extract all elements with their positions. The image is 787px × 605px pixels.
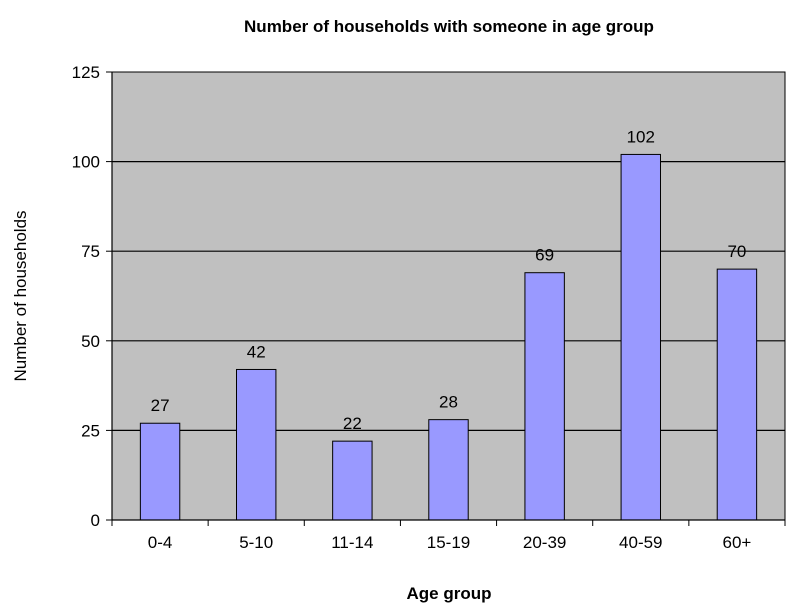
x-tick-label: 60+ [723, 533, 752, 552]
data-labels: 27 42 22 28 69 102 70 [151, 127, 747, 433]
x-axis: 0-4 5-10 11-14 15-19 20-39 40-59 60+ [111, 519, 786, 552]
x-tick-label: 20-39 [523, 533, 566, 552]
bars [139, 153, 758, 521]
x-tick-label: 11-14 [331, 533, 373, 552]
y-tick-label: 25 [81, 421, 100, 440]
data-label: 102 [627, 127, 655, 146]
x-tick-label: 0-4 [148, 533, 173, 552]
chart-title: Number of households with someone in age… [244, 17, 654, 36]
data-label: 42 [247, 342, 266, 361]
data-label: 27 [151, 396, 170, 415]
bar-20-39 [524, 272, 565, 521]
y-tick-label: 0 [91, 511, 100, 530]
y-tick-label: 50 [81, 332, 100, 351]
bar-11-14 [332, 440, 373, 521]
y-tick-label: 75 [81, 242, 100, 261]
data-label: 69 [535, 246, 554, 265]
bar-15-19 [428, 419, 469, 521]
x-tick-label: 5-10 [239, 533, 273, 552]
y-tick-label: 125 [72, 63, 100, 82]
bar-0-4 [139, 422, 181, 521]
data-label: 22 [343, 414, 362, 433]
data-label: 70 [727, 242, 746, 261]
y-axis-title: Number of households [11, 210, 30, 381]
bar-5-10 [236, 368, 277, 521]
data-label: 28 [439, 393, 458, 412]
y-axis: 0 25 50 75 100 125 [72, 63, 113, 530]
bar-60+ [716, 268, 758, 521]
x-axis-title: Age group [407, 584, 492, 603]
bar-40-59 [620, 153, 661, 521]
x-tick-label: 40-59 [619, 533, 662, 552]
y-tick-label: 100 [72, 153, 100, 172]
x-tick-label: 15-19 [427, 533, 470, 552]
